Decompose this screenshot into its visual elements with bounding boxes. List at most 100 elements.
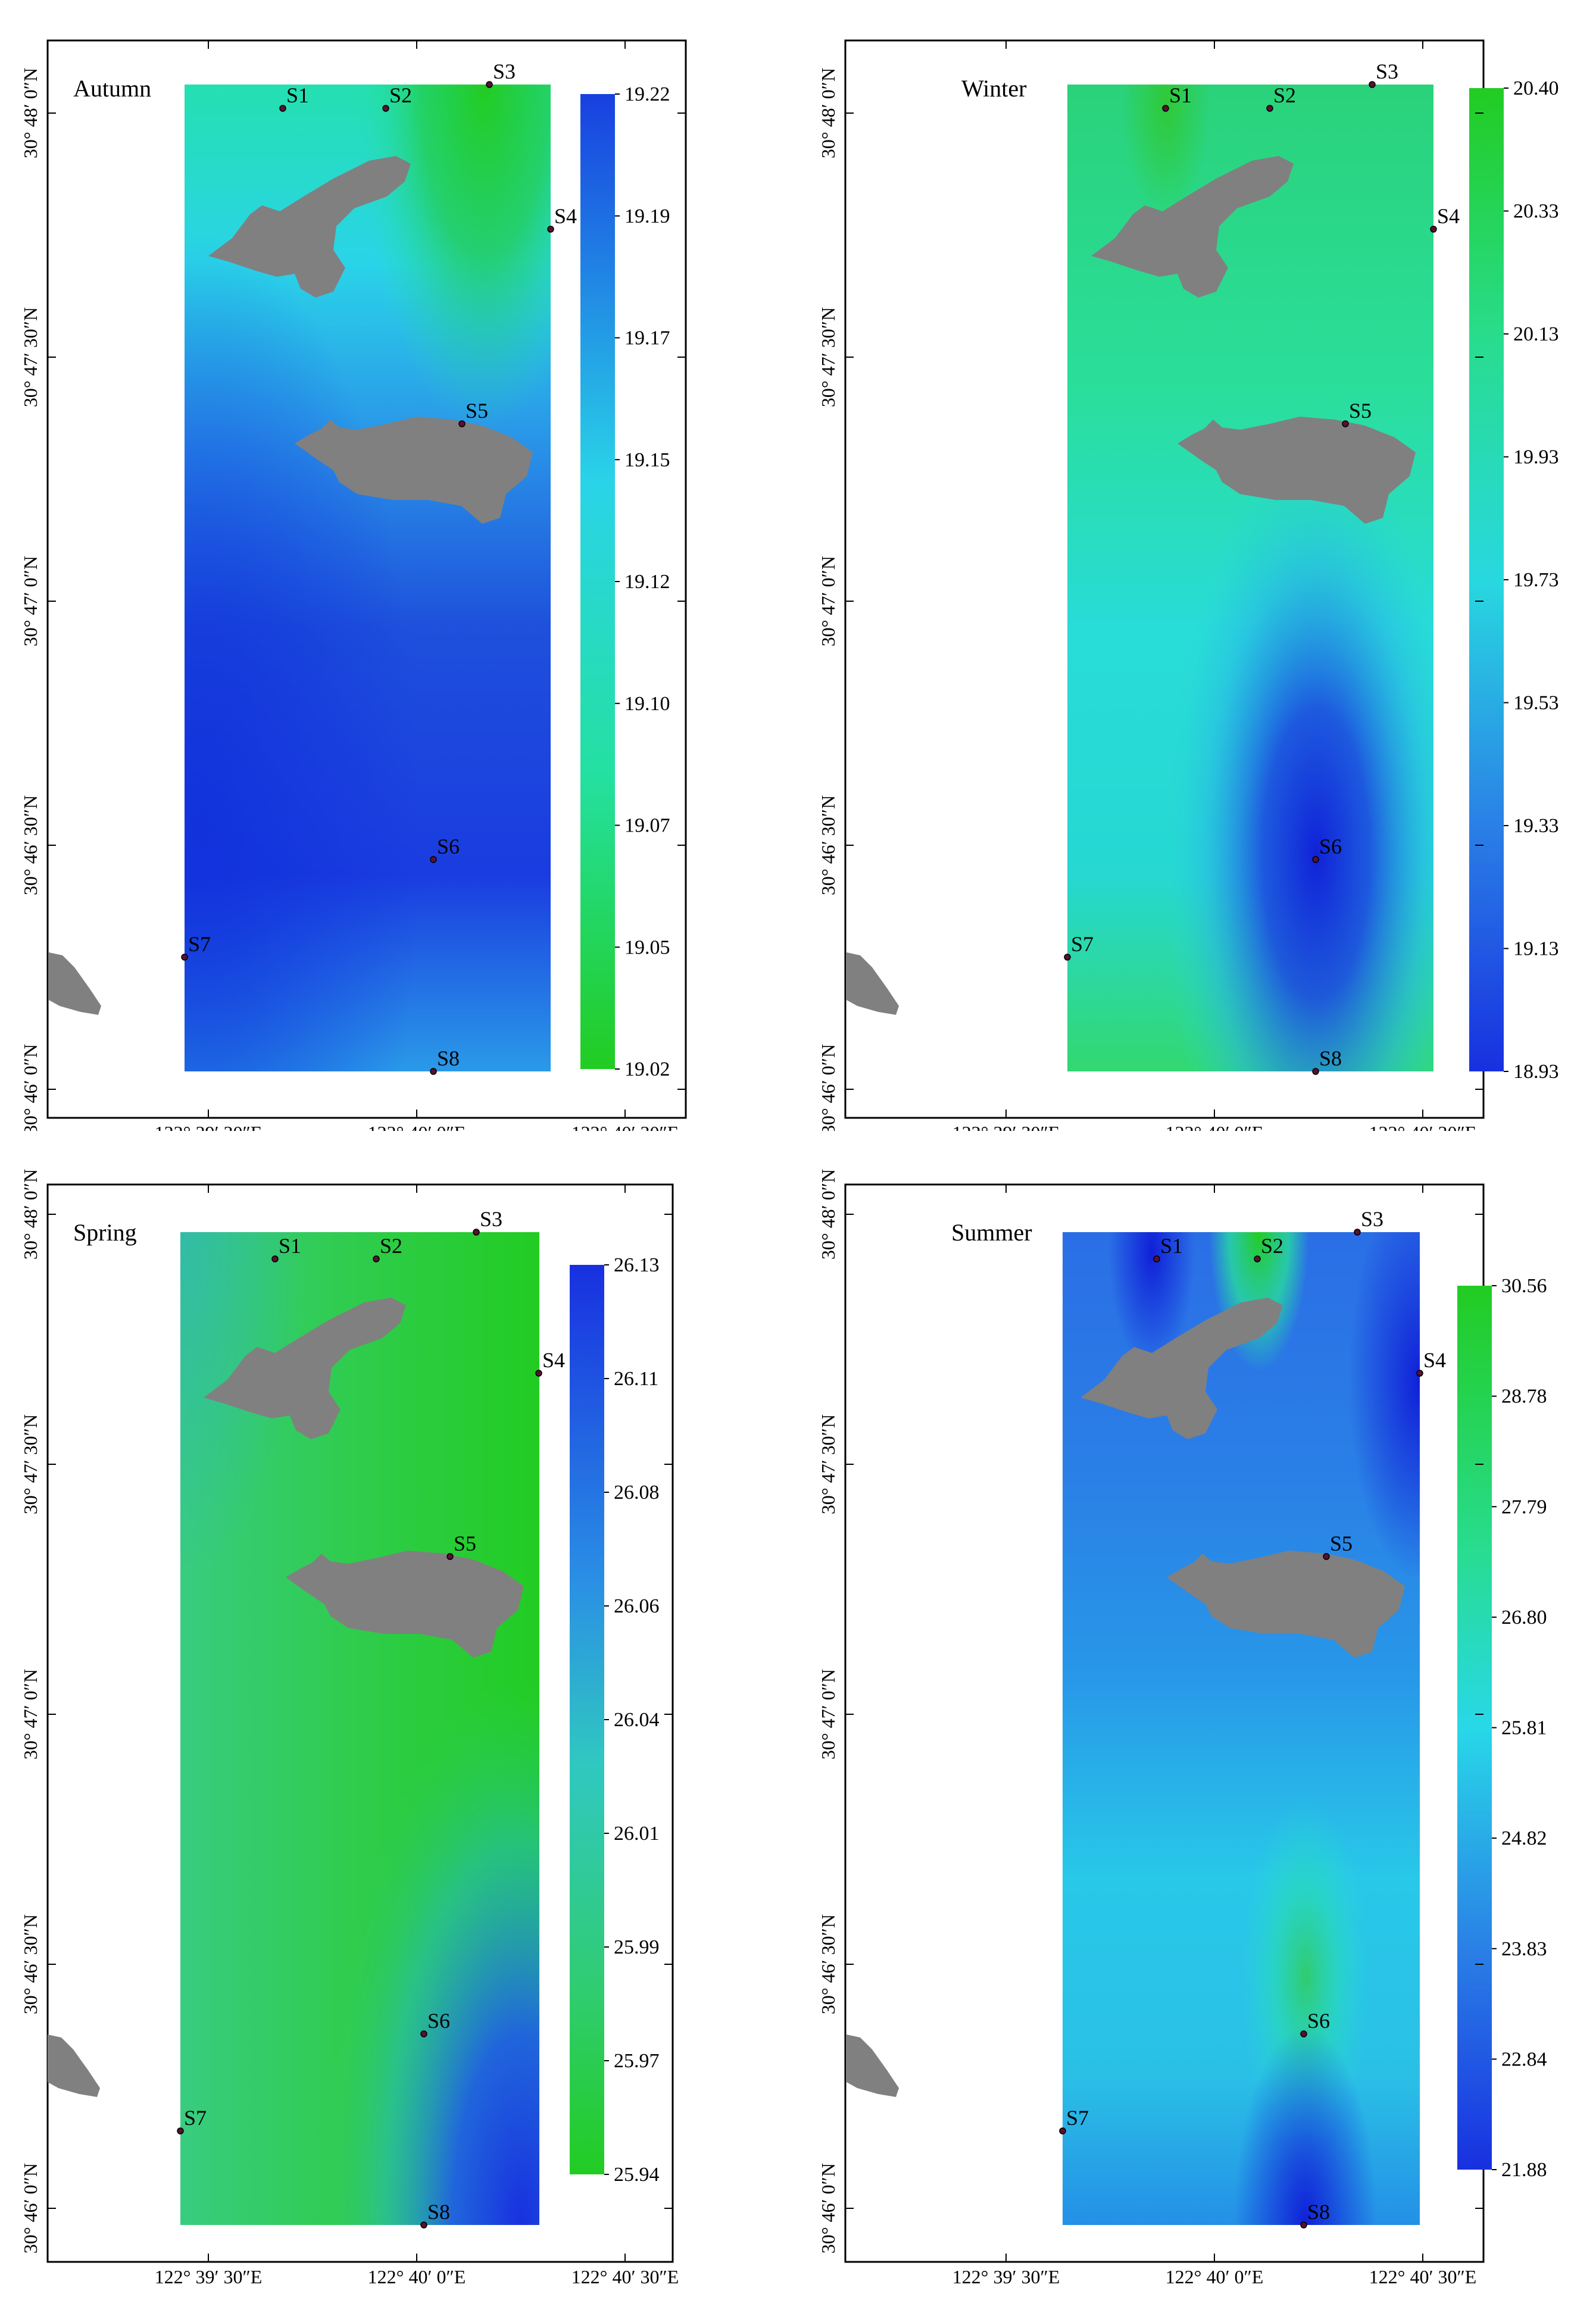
colorbar-tick-label: 19.07 <box>624 815 670 837</box>
colorbar-tick-label: 26.01 <box>614 1823 660 1845</box>
lat-label: 30° 48′ 0″N <box>817 1169 839 1260</box>
lat-labels: 30° 48′ 0″N 30° 47′ 30″N 30° 47′ 0″N 30° 46… <box>817 1169 1483 2254</box>
colorbar-tick-label: 19.05 <box>624 936 670 958</box>
station-marker <box>1254 1255 1261 1262</box>
lat-label: 30° 46′ 30″N <box>817 1914 839 2014</box>
lon-label: 122° 40′ 0″E <box>368 2266 466 2287</box>
colorbar-tick-label: 19.13 <box>1513 938 1559 960</box>
station-marker <box>1342 420 1349 427</box>
station-marker <box>373 1255 380 1262</box>
colorbar-ticks: 19.22 19.19 19.17 19.15 19.12 19.10 19.07 19.05… <box>615 83 670 1080</box>
island-middle <box>1178 417 1416 524</box>
station-label: S7 <box>1071 932 1094 956</box>
station-marker <box>1323 1553 1330 1560</box>
lon-label: 122° 39′ 30″E <box>155 2266 263 2287</box>
island-north <box>204 1298 406 1439</box>
island-north <box>1091 156 1294 298</box>
station-label: S6 <box>437 835 460 858</box>
colorbar-tick-label: 25.97 <box>614 2050 660 2072</box>
station-label: S8 <box>437 1046 460 1070</box>
station-marker <box>1059 2127 1066 2135</box>
colorbar-tick-label: 18.93 <box>1513 1061 1559 1083</box>
colorbar-tick-label: 19.15 <box>624 449 670 471</box>
station-marker <box>446 1553 454 1560</box>
station-label: S1 <box>286 83 309 107</box>
colorbar-tick-label: 25.99 <box>614 1936 660 1958</box>
lat-label: 30° 46′ 30″N <box>817 795 839 895</box>
lon-label: 122° 39′ 30″E <box>952 2266 1060 2287</box>
stations: S1 S2 S3 S4 S5 S6 S7 S8 <box>1064 60 1460 1075</box>
lat-label: 30° 46′ 30″N <box>20 1914 41 2014</box>
station-marker <box>1369 81 1376 88</box>
lat-labels: 30° 48′ 0″N 30° 47′ 30″N 30° 47′ 0″N 30° 46… <box>20 68 686 1131</box>
colorbar <box>1457 1286 1492 2170</box>
colorbar-tick-label: 24.82 <box>1501 1827 1547 1849</box>
station-marker <box>547 226 554 233</box>
station-label: S7 <box>184 2106 207 2130</box>
island-middle <box>286 1551 524 1658</box>
colorbar-tick-label: 26.06 <box>614 1595 660 1617</box>
colorbar-tick-label: 28.78 <box>1501 1386 1547 1408</box>
station-marker <box>1354 1229 1361 1236</box>
season-label: Summer <box>951 1219 1032 1246</box>
island-southwest <box>49 952 101 1015</box>
colorbar-tick-label: 26.08 <box>614 1482 660 1504</box>
lat-label: 30° 47′ 30″N <box>20 307 41 407</box>
colorbar-tick-label: 19.12 <box>624 571 670 593</box>
colorbar-ticks: 20.40 20.33 20.13 19.93 19.73 19.53 19.33 19.13… <box>1504 77 1559 1083</box>
colorbar-tick-label: 19.53 <box>1513 692 1559 714</box>
lat-label: 30° 47′ 30″N <box>817 307 839 407</box>
colorbar <box>580 94 615 1069</box>
lat-label: 30° 47′ 30″N <box>817 1414 839 1514</box>
map-frame <box>46 39 687 1119</box>
station-label: S3 <box>493 60 516 83</box>
lat-label: 30° 47′ 0″N <box>20 1669 41 1760</box>
lat-labels: 30° 48′ 0″N 30° 47′ 30″N 30° 47′ 0″N 30° 46… <box>817 68 1483 1131</box>
station-marker <box>271 1255 279 1262</box>
lat-label: 30° 47′ 0″N <box>817 556 839 646</box>
map-frame <box>46 1183 674 2263</box>
lat-label: 30° 47′ 30″N <box>20 1414 41 1514</box>
station-marker <box>382 105 389 112</box>
colorbar-tick-label: 19.33 <box>1513 815 1559 837</box>
station-label: S4 <box>542 1348 565 1372</box>
colorbar-tick-label: 22.84 <box>1501 2048 1547 2070</box>
lon-labels: 122° 39′ 30″E 122° 40′ 0″E 122° 40′ 30″E <box>952 40 1477 1131</box>
colorbar-tick-label: 23.83 <box>1501 1938 1547 1960</box>
season-label: Winter <box>961 75 1026 102</box>
stations: S1 S2 S3 S4 S5 S6 S7 S8 <box>181 60 577 1075</box>
station-label: S6 <box>427 2009 450 2033</box>
map-panel-spring: 26.13 26.11 26.08 26.06 26.04 26.01 25.99 25.97… <box>20 1169 679 2287</box>
colorbar-tick-label: 26.04 <box>614 1709 660 1731</box>
lon-label: 122° 40′ 30″E <box>1369 2266 1477 2287</box>
station-label: S7 <box>188 932 211 956</box>
station-marker <box>1266 105 1273 112</box>
colorbar <box>570 1265 604 2174</box>
station-label: S4 <box>1437 204 1460 228</box>
island-middle <box>1167 1551 1405 1658</box>
colorbar-tick-label: 26.80 <box>1501 1607 1547 1629</box>
colorbar-tick-label: 19.02 <box>624 1058 670 1080</box>
lat-label: 30° 48′ 0″N <box>817 68 839 158</box>
lon-labels: 122° 39′ 30″E 122° 40′ 0″E 122° 40′ 30″E <box>155 40 679 1131</box>
station-label: S2 <box>1273 83 1296 107</box>
colorbar-tick-label: 25.94 <box>614 2164 660 2186</box>
map-panel-winter: 20.40 20.33 20.13 19.93 19.73 19.53 19.33 19.13… <box>817 39 1559 1131</box>
colorbar-ticks: 26.13 26.11 26.08 26.06 26.04 26.01 25.99 25.97… <box>604 1254 660 2186</box>
island-southwest <box>48 2035 100 2097</box>
lon-label: 122° 40′ 30″E <box>1369 1122 1477 1131</box>
station-marker <box>1300 2221 1307 2229</box>
station-marker <box>279 105 286 112</box>
station-label: S2 <box>1261 1234 1283 1258</box>
season-label: Spring <box>73 1219 137 1246</box>
station-marker <box>181 954 188 961</box>
station-marker <box>1312 1068 1319 1075</box>
station-marker <box>473 1229 480 1236</box>
island-southwest <box>847 2035 899 2097</box>
lat-label: 30° 46′ 30″N <box>20 795 41 895</box>
lon-label: 122° 40′ 0″E <box>1166 2266 1264 2287</box>
station-label: S5 <box>1349 399 1372 423</box>
lat-label: 30° 48′ 0″N <box>20 1169 41 1260</box>
colorbar-tick-label: 19.93 <box>1513 446 1559 468</box>
lat-label: 30° 46′ 0″N <box>20 2163 41 2254</box>
